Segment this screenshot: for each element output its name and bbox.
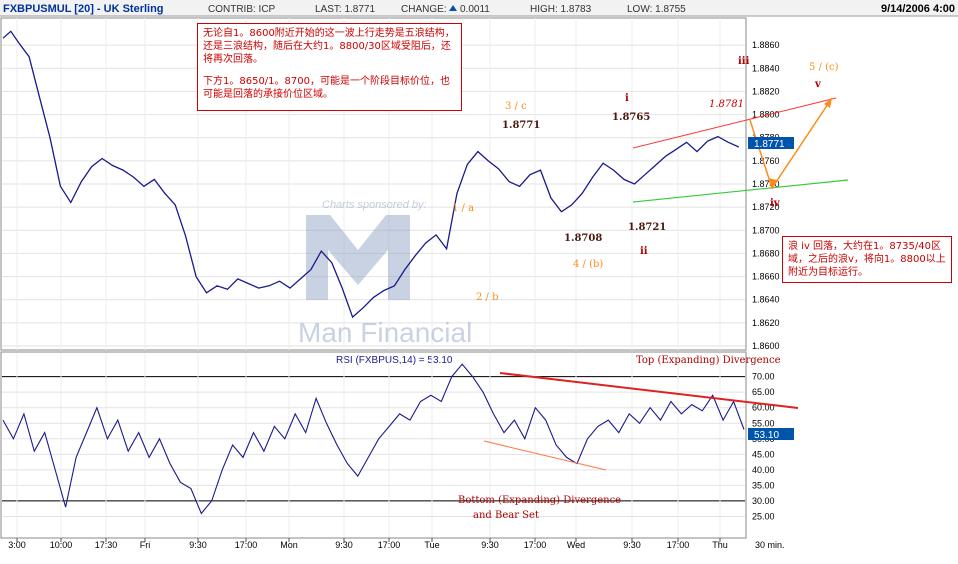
analysis-note-top-para-2: 下方1。8650/1。8700，可能是一个阶段目标价位，也可能是回落的承接价位区… <box>203 76 450 100</box>
sponsor-text: Charts sponsored by: <box>322 199 427 211</box>
rsi-tick-label: 65.00 <box>752 387 775 397</box>
wave-label-i: i <box>625 93 629 104</box>
brand-text: Man Financial <box>298 317 472 348</box>
price-y-axis: 1.88601.88401.88201.88001.87801.87601.87… <box>752 40 780 351</box>
rsi-last-marker: 53.10 <box>748 428 794 441</box>
x-tick-label: 17:00 <box>667 540 690 550</box>
rsi-tick-label: 25.00 <box>752 511 775 521</box>
price-tick-label: 1.8680 <box>752 248 780 258</box>
top-divergence-line <box>499 372 799 409</box>
upper-channel-line <box>632 97 837 149</box>
rsi-y-axis: 70.0065.0060.0055.0050.0045.0040.0035.00… <box>752 372 775 522</box>
price-label-18708: 1.8708 <box>564 233 602 244</box>
analysis-note-top: 无论自1。8600附近开始的这一波上行走势是五浪结构，还是三浪结构，随后在大约1… <box>197 23 462 111</box>
projection-arrow-icon <box>768 178 777 188</box>
price-tick-label: 1.8840 <box>752 63 780 73</box>
last-price-marker: 1.8771 <box>748 137 794 150</box>
wave-label-iii: iii <box>738 56 750 67</box>
rsi-grid <box>2 353 745 537</box>
price-tick-label: 1.8700 <box>752 225 780 235</box>
x-tick-label: 9:30 <box>623 540 641 550</box>
change-up-icon <box>449 5 457 11</box>
rsi-tick-label: 60.00 <box>752 403 775 413</box>
x-tick-label: Fri <box>140 540 151 550</box>
price-tick-label: 1.8760 <box>752 156 780 166</box>
high-label: HIGH: 1.8783 <box>530 4 592 15</box>
price-tick-label: 1.8800 <box>752 110 780 120</box>
price-label-18765: 1.8765 <box>612 112 650 123</box>
rsi-last-value: 53.10 <box>754 430 779 441</box>
x-tick-label: Thu <box>712 540 728 550</box>
x-tick-label: 3:00 <box>8 540 26 550</box>
x-tick-label: Mon <box>280 540 298 550</box>
top-divergence-label: Top (Expanding) Divergence <box>636 355 781 366</box>
price-tick-label: 1.8720 <box>752 202 780 212</box>
rsi-tick-label: 55.00 <box>752 418 775 428</box>
rsi-title: RSI (FXBPUS,14) = 53.10 <box>336 355 453 366</box>
x-tick-label: 17:30 <box>95 540 118 550</box>
contrib-label: CONTRIB: ICP <box>208 4 276 15</box>
change-label: CHANGE: <box>401 4 447 15</box>
rsi-tick-label: 40.00 <box>752 465 775 475</box>
x-tick-label: 9:30 <box>335 540 353 550</box>
analysis-note-top-para-1: 无论自1。8600附近开始的这一波上行走势是五浪结构，还是三浪结构，随后在大约1… <box>203 28 455 65</box>
change-value: 0.0011 <box>460 4 490 15</box>
rsi-tick-label: 30.00 <box>752 496 775 506</box>
lower-channel-line <box>632 179 849 203</box>
x-axis: 3:00 10:00 17:30 Fri 9:30 17:00 Mon 9:30 17:00 Tu… <box>8 538 728 550</box>
price-tick-label: 1.8640 <box>752 295 780 305</box>
price-tick-label: 1.8600 <box>752 341 780 351</box>
x-tick-label: 17:00 <box>378 540 401 550</box>
low-label: LOW: 1.8755 <box>627 4 686 15</box>
price-tick-label: 1.8660 <box>752 272 780 282</box>
x-tick-label: 10:00 <box>50 540 73 550</box>
price-tick-label: 1.8820 <box>752 86 780 96</box>
wave-label-5c: 5 / (c) <box>809 62 839 73</box>
rsi-panel <box>0 351 747 539</box>
wave-label-2b: 2 / b <box>476 292 499 303</box>
x-tick-label: 9:30 <box>189 540 207 550</box>
header-bar: FXBPUSMUL [20] - UK Sterling CONTRIB: IC… <box>0 0 958 17</box>
rsi-tick-label: 35.00 <box>752 480 775 490</box>
x-tick-label: 17:00 <box>524 540 547 550</box>
brand-logo-icon <box>306 215 410 300</box>
bottom-divergence-label: Bottom (Expanding) Divergence <box>458 495 621 506</box>
wave-label-1a: 1 / a <box>452 203 474 214</box>
wave-label-4b: 4 / (b) <box>573 259 603 270</box>
wave-label-iv: iv <box>770 198 781 209</box>
price-tick-label: 1.8740 <box>752 179 780 189</box>
last-label: LAST: 1.8771 <box>315 4 375 15</box>
chart-title: FXBPUSMUL [20] - UK Sterling <box>3 3 164 15</box>
price-label-18771: 1.8771 <box>502 120 540 131</box>
last-price-value: 1.8771 <box>754 139 785 150</box>
price-label-18781: 1.8781 <box>709 99 744 110</box>
rsi-series-line <box>2 363 745 515</box>
price-label-18721: 1.8721 <box>628 222 666 233</box>
x-axis-period: 30 min. <box>755 540 785 550</box>
sponsor-watermark: Charts sponsored by: Man Financial <box>298 199 472 348</box>
wave-label-ii: ii <box>640 246 648 257</box>
header-date: 9/14/2006 4:00 <box>881 3 955 15</box>
rsi-tick-label: 70.00 <box>752 372 775 382</box>
price-tick-label: 1.8620 <box>752 318 780 328</box>
rsi-tick-label: 45.00 <box>752 449 775 459</box>
projection-arrow-up-icon <box>824 98 832 108</box>
analysis-note-right: 浪 iv 回落，大约在1。8735/40区域，之后的浪v，将向1。8800以上附… <box>782 236 952 283</box>
wave-label-3c: 3 / c <box>505 101 527 112</box>
price-series-line <box>2 30 740 319</box>
wave-labels: 1 / a 2 / b 3 / c 4 / (b) 5 / (c) i ii i… <box>452 56 839 303</box>
price-tick-label: 1.8860 <box>752 40 780 50</box>
x-tick-label: Tue <box>424 540 439 550</box>
bottom-divergence-line <box>483 440 607 471</box>
wave-label-v: v <box>814 79 822 90</box>
bear-set-label: and Bear Set <box>473 510 539 521</box>
analysis-note-right-text: 浪 iv 回落，大约在1。8735/40区域，之后的浪v，将向1。8800以上附… <box>788 241 946 278</box>
x-tick-label: 9:30 <box>481 540 499 550</box>
x-tick-label: Wed <box>567 540 585 550</box>
x-tick-label: 17:00 <box>235 540 258 550</box>
